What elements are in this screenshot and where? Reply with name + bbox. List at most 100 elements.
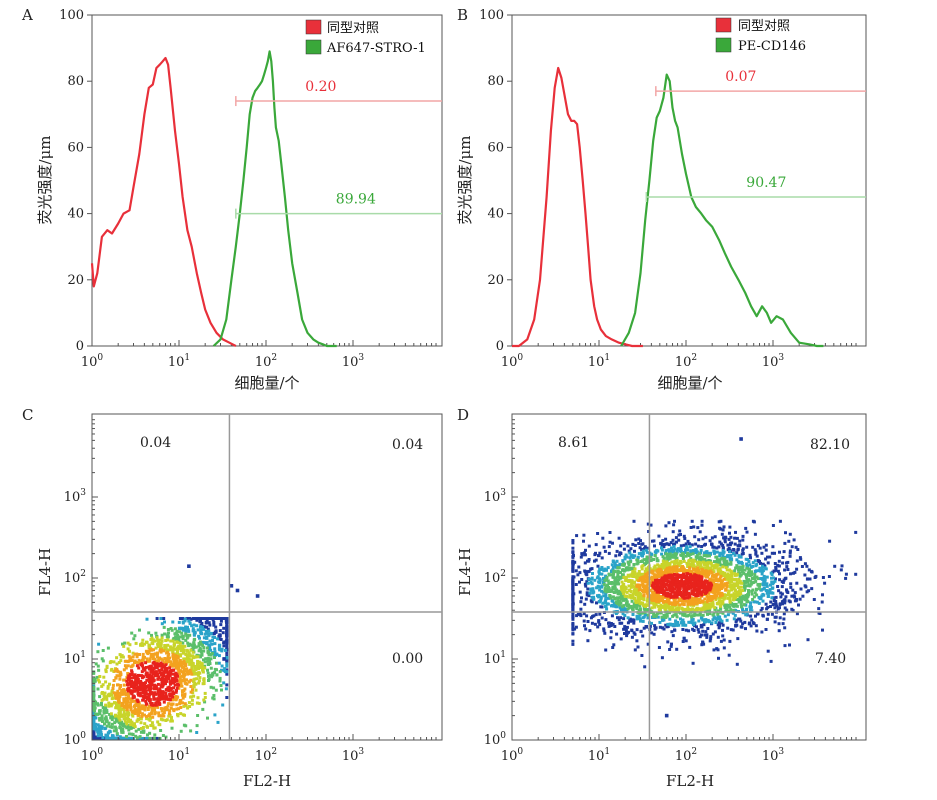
panel-d-scatter-point <box>717 609 721 613</box>
panel-c-scatter-point <box>163 706 167 710</box>
panel-c-scatter-point <box>181 713 185 717</box>
panel-d-scatter-point <box>718 560 722 564</box>
panel-d-scatter-point <box>642 615 646 619</box>
panel-d-scatter-point <box>690 602 694 606</box>
panel-c-scatter-point <box>200 653 204 657</box>
panel-d-scatter-point <box>571 642 575 646</box>
panel-d-scatter-point <box>726 562 730 566</box>
panel-c-scatter-point <box>152 706 156 710</box>
panel-c-scatter-point <box>99 730 103 734</box>
panel-c-scatter-point <box>204 636 208 640</box>
panel-d-scatter-point <box>672 550 676 554</box>
panel-d-scatter-point <box>602 594 606 598</box>
panel-c-scatter-point <box>144 704 147 708</box>
panel-d-scatter-point <box>658 620 662 624</box>
panel-d-scatter-point <box>722 525 726 529</box>
panel-c-scatter-point <box>161 665 165 669</box>
panel-d-scatter-point <box>597 619 601 623</box>
panel-d-scatter-point <box>696 544 700 548</box>
panel-c-scatter-point <box>203 691 207 695</box>
panel-d-scatter-point <box>728 597 732 601</box>
panel-d-scatter-point <box>759 561 762 565</box>
panel-d-scatter-point <box>598 581 602 585</box>
panel-c-scatter-point <box>105 719 109 723</box>
panel-d-scatter-point <box>777 564 781 568</box>
panel-d-scatter-point <box>613 579 617 583</box>
panel-c-scatter-point <box>175 688 178 692</box>
panel-c-scatter-point <box>104 733 108 737</box>
panel-d-scatter-point <box>790 607 794 611</box>
panel-c-scatter-point <box>168 656 172 660</box>
panel-d-scatter-point <box>782 550 786 554</box>
panel-d-scatter-point <box>754 614 757 618</box>
panel-d-scatter-point <box>586 587 590 591</box>
panel-c-scatter-point <box>176 713 179 716</box>
panel-d-scatter-point <box>687 620 691 624</box>
panel-c-scatter-point <box>174 652 178 656</box>
panel-c-scatter-point <box>179 626 183 630</box>
panel-d-scatter-point <box>613 604 617 608</box>
panel-d-scatter-point <box>854 572 858 576</box>
panel-d-scatter-point <box>725 585 729 589</box>
panel-c-scatter-point <box>104 670 108 674</box>
panel-d-scatter-point <box>573 560 577 564</box>
panel-d-scatter-point <box>712 570 716 574</box>
panel-c-scatter-point <box>125 735 128 738</box>
panel-c-scatter-point <box>200 621 204 625</box>
panel-d-scatter-point <box>706 612 709 616</box>
panel-c-scatter-point <box>162 694 166 698</box>
panel-d-scatter-point <box>795 581 799 585</box>
panel-d-scatter-point <box>807 568 811 572</box>
panel-d-scatter-point <box>711 600 715 604</box>
panel-c-scatter-point <box>206 627 210 631</box>
panel-d-scatter-point <box>728 550 732 554</box>
panel-c-scatter-point <box>213 642 217 646</box>
panel-c-scatter-point <box>164 692 168 695</box>
panel-d-scatter-point <box>693 613 697 617</box>
panel-d-scatter-point <box>639 560 643 563</box>
panel-d-scatter-point <box>689 526 693 529</box>
panel-d-scatter-point <box>741 622 745 626</box>
panel-a-x-tick-label: 100 <box>81 353 104 370</box>
panel-c-scatter-point <box>172 660 176 664</box>
panel-c-scatter-point <box>138 735 142 739</box>
panel-d-scatter-point <box>764 628 768 631</box>
panel-c-scatter-point <box>204 657 208 661</box>
panel-d-scatter-point <box>709 552 712 556</box>
panel-c-scatter-point <box>114 716 118 720</box>
panel-c-scatter-point <box>220 688 223 692</box>
panel-c-scatter-point <box>162 617 166 620</box>
panel-d-scatter-point <box>590 567 594 571</box>
panel-d-scatter-point <box>596 625 600 629</box>
panel-c-scatter-point <box>119 673 123 676</box>
panel-d-scatter-point <box>670 546 673 550</box>
panel-d-scatter-point <box>761 599 765 603</box>
panel-c-outlier-point <box>255 594 260 598</box>
panel-c-scatter-point <box>205 631 209 635</box>
panel-c-scatter-point <box>176 651 179 655</box>
panel-d-scatter-point <box>609 622 613 625</box>
panel-c-scatter-point <box>202 636 206 640</box>
panel-c-scatter-point <box>130 725 133 729</box>
panel-d-scatter-point <box>782 578 786 582</box>
panel-c-scatter-point <box>153 708 157 712</box>
panel-d-scatter-point <box>660 656 664 660</box>
panel-c-scatter-point <box>201 617 205 620</box>
panel-d-scatter-point <box>626 544 630 548</box>
panel-letter-d: D <box>457 406 469 424</box>
panel-d-scatter-point <box>723 540 727 544</box>
panel-d-scatter-point <box>583 582 587 586</box>
panel-d-scatter-point <box>652 632 656 636</box>
panel-c-scatter-point <box>93 709 96 713</box>
panel-d-scatter-point <box>656 571 660 575</box>
panel-d-scatter-point <box>616 596 620 600</box>
panel-c-scatter-point <box>153 711 157 715</box>
panel-d-scatter-point <box>730 580 734 584</box>
panel-d-scatter-point <box>615 549 619 553</box>
panel-d-scatter-point <box>676 600 680 604</box>
panel-c-scatter-point <box>186 649 189 653</box>
panel-d-scatter-point <box>571 554 575 558</box>
panel-c-scatter-point <box>181 628 185 632</box>
panel-c-scatter-point <box>96 678 100 682</box>
